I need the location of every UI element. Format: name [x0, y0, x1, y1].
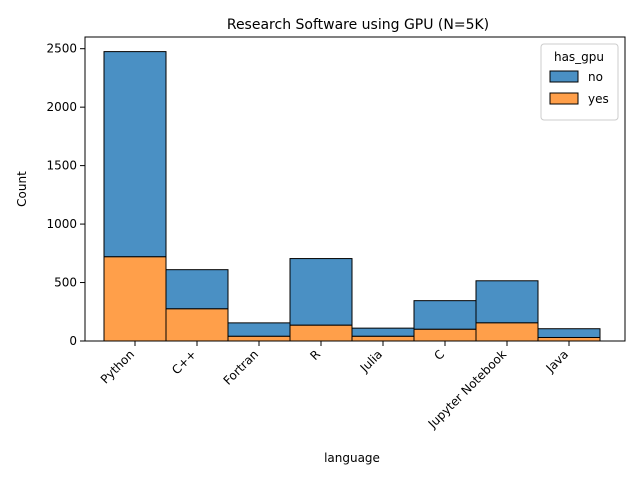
legend-title: has_gpu	[554, 50, 604, 64]
x-tick-label-c: C++	[169, 347, 199, 377]
y-tick-label: 1000	[46, 217, 77, 231]
x-tick-label-c: C	[431, 347, 447, 363]
bar-java-yes	[537, 336, 601, 342]
x-tick-label-r: R	[307, 347, 323, 363]
chart-title: Research Software using GPU (N=5K)	[227, 17, 489, 33]
bar-r-no	[289, 258, 353, 326]
bar-python-yes	[103, 256, 167, 342]
bar-fortran-no	[227, 322, 291, 337]
plot-frame	[84, 36, 626, 342]
legend-swatch-yes	[549, 92, 579, 105]
bar-c-no	[165, 269, 229, 310]
bar-julia-no	[351, 327, 415, 337]
legend-label-no: no	[588, 70, 603, 84]
y-tick-label: 500	[54, 276, 77, 290]
y-tick-label: 0	[69, 334, 77, 348]
bar-fortran-yes	[227, 335, 291, 342]
bar-r-yes	[289, 324, 353, 342]
bar-jupyter-notebook-no	[475, 280, 539, 324]
x-tick-label-python: Python	[98, 347, 137, 386]
x-axis-label: language	[324, 451, 380, 465]
bar-julia-yes	[351, 335, 415, 342]
bar-c-yes	[413, 328, 477, 342]
bar-jupyter-notebook-yes	[475, 322, 539, 342]
legend-swatch-no	[549, 70, 579, 83]
bar-c-no	[413, 300, 477, 330]
bars-layer	[103, 51, 601, 342]
y-tick-label: 1500	[46, 159, 77, 173]
y-tick-label: 2500	[46, 42, 77, 56]
y-axis-label: Count	[15, 171, 29, 207]
x-tick-label-fortran: Fortran	[221, 347, 262, 388]
bar-c-yes	[165, 308, 229, 342]
y-tick-label: 2000	[46, 100, 77, 114]
bar-python-no	[103, 51, 167, 258]
x-tick-label-julia: Julia	[357, 347, 385, 375]
x-tick-label-java: Java	[543, 347, 572, 376]
y-axis: 0 500 1000 1500 2000 2500	[46, 42, 85, 348]
bar-java-no	[537, 328, 601, 338]
legend-label-yes: yes	[588, 92, 609, 106]
